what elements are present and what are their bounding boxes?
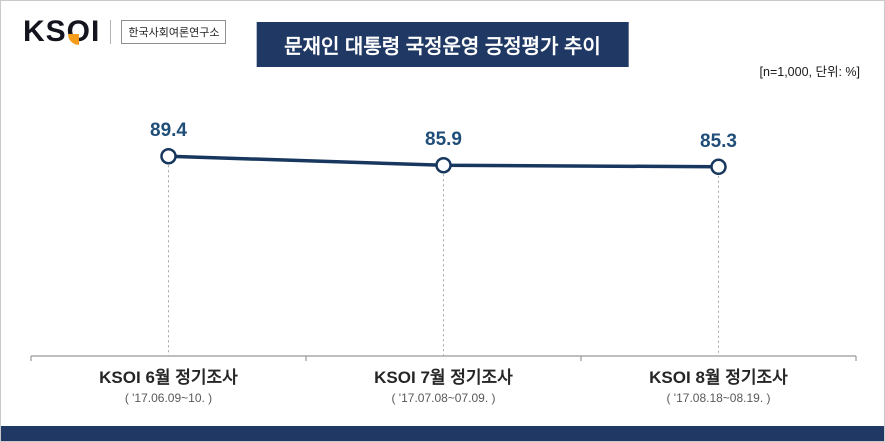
value-label: 85.9 [425,129,462,150]
value-label: 85.3 [700,131,737,152]
x-category-label: KSOI 8월 정기조사 [649,368,788,387]
x-category: KSOI 7월 정기조사 ( '17.07.08~07.09. ) [306,363,581,405]
x-axis-labels: KSOI 6월 정기조사 ( '17.06.09~10. ) KSOI 7월 정… [31,363,856,405]
x-category: KSOI 8월 정기조사 ( '17.08.18~08.19. ) [581,363,856,405]
ksoi-logo: KSOI 한국사회여론연구소 [23,15,227,48]
data-point-marker [710,158,727,176]
x-category: KSOI 6월 정기조사 ( '17.06.09~10. ) [31,363,306,405]
logo-divider [110,20,112,44]
sample-size-note: [n=1,000, 단위: %] [759,65,860,79]
data-point-marker [160,147,177,165]
x-category-date: ( '17.07.08~07.09. ) [391,391,496,405]
x-category-date: ( '17.06.09~10. ) [124,391,213,405]
x-category-label: KSOI 6월 정기조사 [99,368,238,387]
x-category-label: KSOI 7월 정기조사 [374,368,513,387]
page-title: 문재인 대통령 국정운영 긍정평가 추이 [256,22,629,67]
value-label: 89.4 [150,120,187,141]
ksoi-logo-accent-icon [68,34,79,45]
ksoi-logo-subtitle: 한국사회여론연구소 [121,20,227,44]
x-category-date: ( '17.08.18~08.19. ) [666,391,771,405]
footer-bar [1,426,884,441]
data-point-marker [435,156,452,174]
ksoi-logo-text: KSOI [23,15,101,48]
